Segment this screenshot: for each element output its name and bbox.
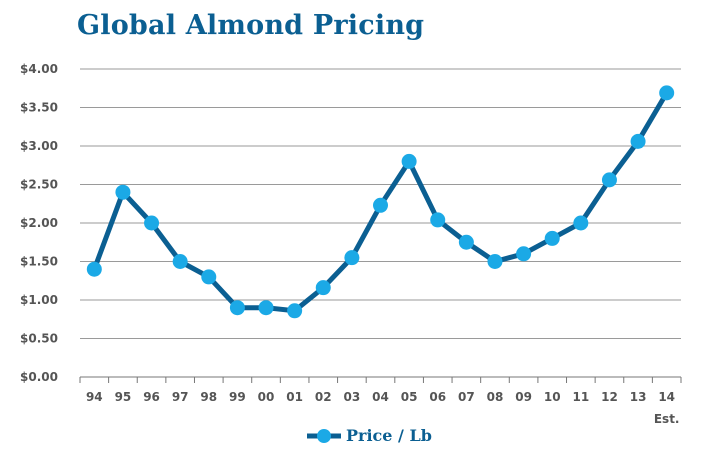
x-tick-label: 12 xyxy=(601,390,618,404)
y-tick-label: $1.50 xyxy=(20,255,58,269)
x-tick-label: 04 xyxy=(372,390,389,404)
y-tick-labels: $0.00 $0.50 $1.00 $1.50 $2.00 $2.50 $3.00 $3.50… xyxy=(20,62,58,384)
y-tick-label: $3.50 xyxy=(20,101,58,115)
data-point xyxy=(201,269,217,285)
x-tick-sublabel: Est. xyxy=(654,412,680,426)
x-tick-label: 00 xyxy=(258,390,275,404)
x-tick-label: 97 xyxy=(172,390,189,404)
x-tick-label: 94 xyxy=(86,390,103,404)
x-tick-label: 06 xyxy=(429,390,446,404)
data-point xyxy=(229,300,245,316)
chart-title: Global Almond Pricing xyxy=(77,10,425,41)
data-point xyxy=(601,172,617,188)
data-point xyxy=(144,215,160,231)
x-tick-label: 96 xyxy=(143,390,160,404)
data-point xyxy=(430,212,446,228)
legend: Price / Lb xyxy=(306,426,432,445)
y-tick-label: $0.00 xyxy=(20,370,58,384)
data-point xyxy=(544,230,560,246)
data-point xyxy=(458,234,474,250)
legend-label: Price / Lb xyxy=(346,426,432,445)
data-point xyxy=(86,261,102,277)
x-tick-label: 10 xyxy=(544,390,561,404)
data-point xyxy=(115,184,131,200)
data-point xyxy=(573,215,589,231)
x-tick-label: 02 xyxy=(315,390,332,404)
data-point xyxy=(373,197,388,213)
y-tick-label: $4.00 xyxy=(20,62,58,76)
x-tick-label: 98 xyxy=(200,390,217,404)
x-tick-label: 95 xyxy=(115,390,132,404)
data-point xyxy=(344,250,360,266)
data-point xyxy=(630,133,646,149)
y-tick-label: $1.00 xyxy=(20,293,58,307)
data-point xyxy=(401,153,417,169)
data-point xyxy=(487,254,503,269)
x-tick-label: 03 xyxy=(344,390,361,404)
axes xyxy=(79,376,682,383)
x-tick-label: 99 xyxy=(229,390,246,404)
data-point xyxy=(659,85,675,101)
x-tick-label: 07 xyxy=(458,390,475,404)
x-tick-label: 08 xyxy=(487,390,504,404)
data-point xyxy=(258,300,274,316)
data-point xyxy=(172,254,188,269)
x-tick-label: 14 xyxy=(658,390,675,404)
y-tick-label: $2.50 xyxy=(20,178,58,192)
x-tick-label: 05 xyxy=(401,390,418,404)
y-tick-label: $2.00 xyxy=(20,216,58,230)
series-price-per-lb xyxy=(86,85,675,319)
data-point xyxy=(516,246,532,262)
x-tick-label: 09 xyxy=(515,390,532,404)
data-point xyxy=(287,303,303,319)
y-tick-label: $0.50 xyxy=(20,332,58,346)
x-tick-label: 01 xyxy=(286,390,303,404)
y-tick-label: $3.00 xyxy=(20,139,58,153)
data-point xyxy=(315,280,331,296)
x-tick-labels: 94 95 96 97 98 99 00 01 02 03 04 05 06 07 08 09 10 11 12 13… xyxy=(86,390,680,426)
x-tick-label: 13 xyxy=(630,390,647,404)
x-tick-label: 11 xyxy=(572,390,589,404)
legend-marker-icon xyxy=(307,428,341,443)
